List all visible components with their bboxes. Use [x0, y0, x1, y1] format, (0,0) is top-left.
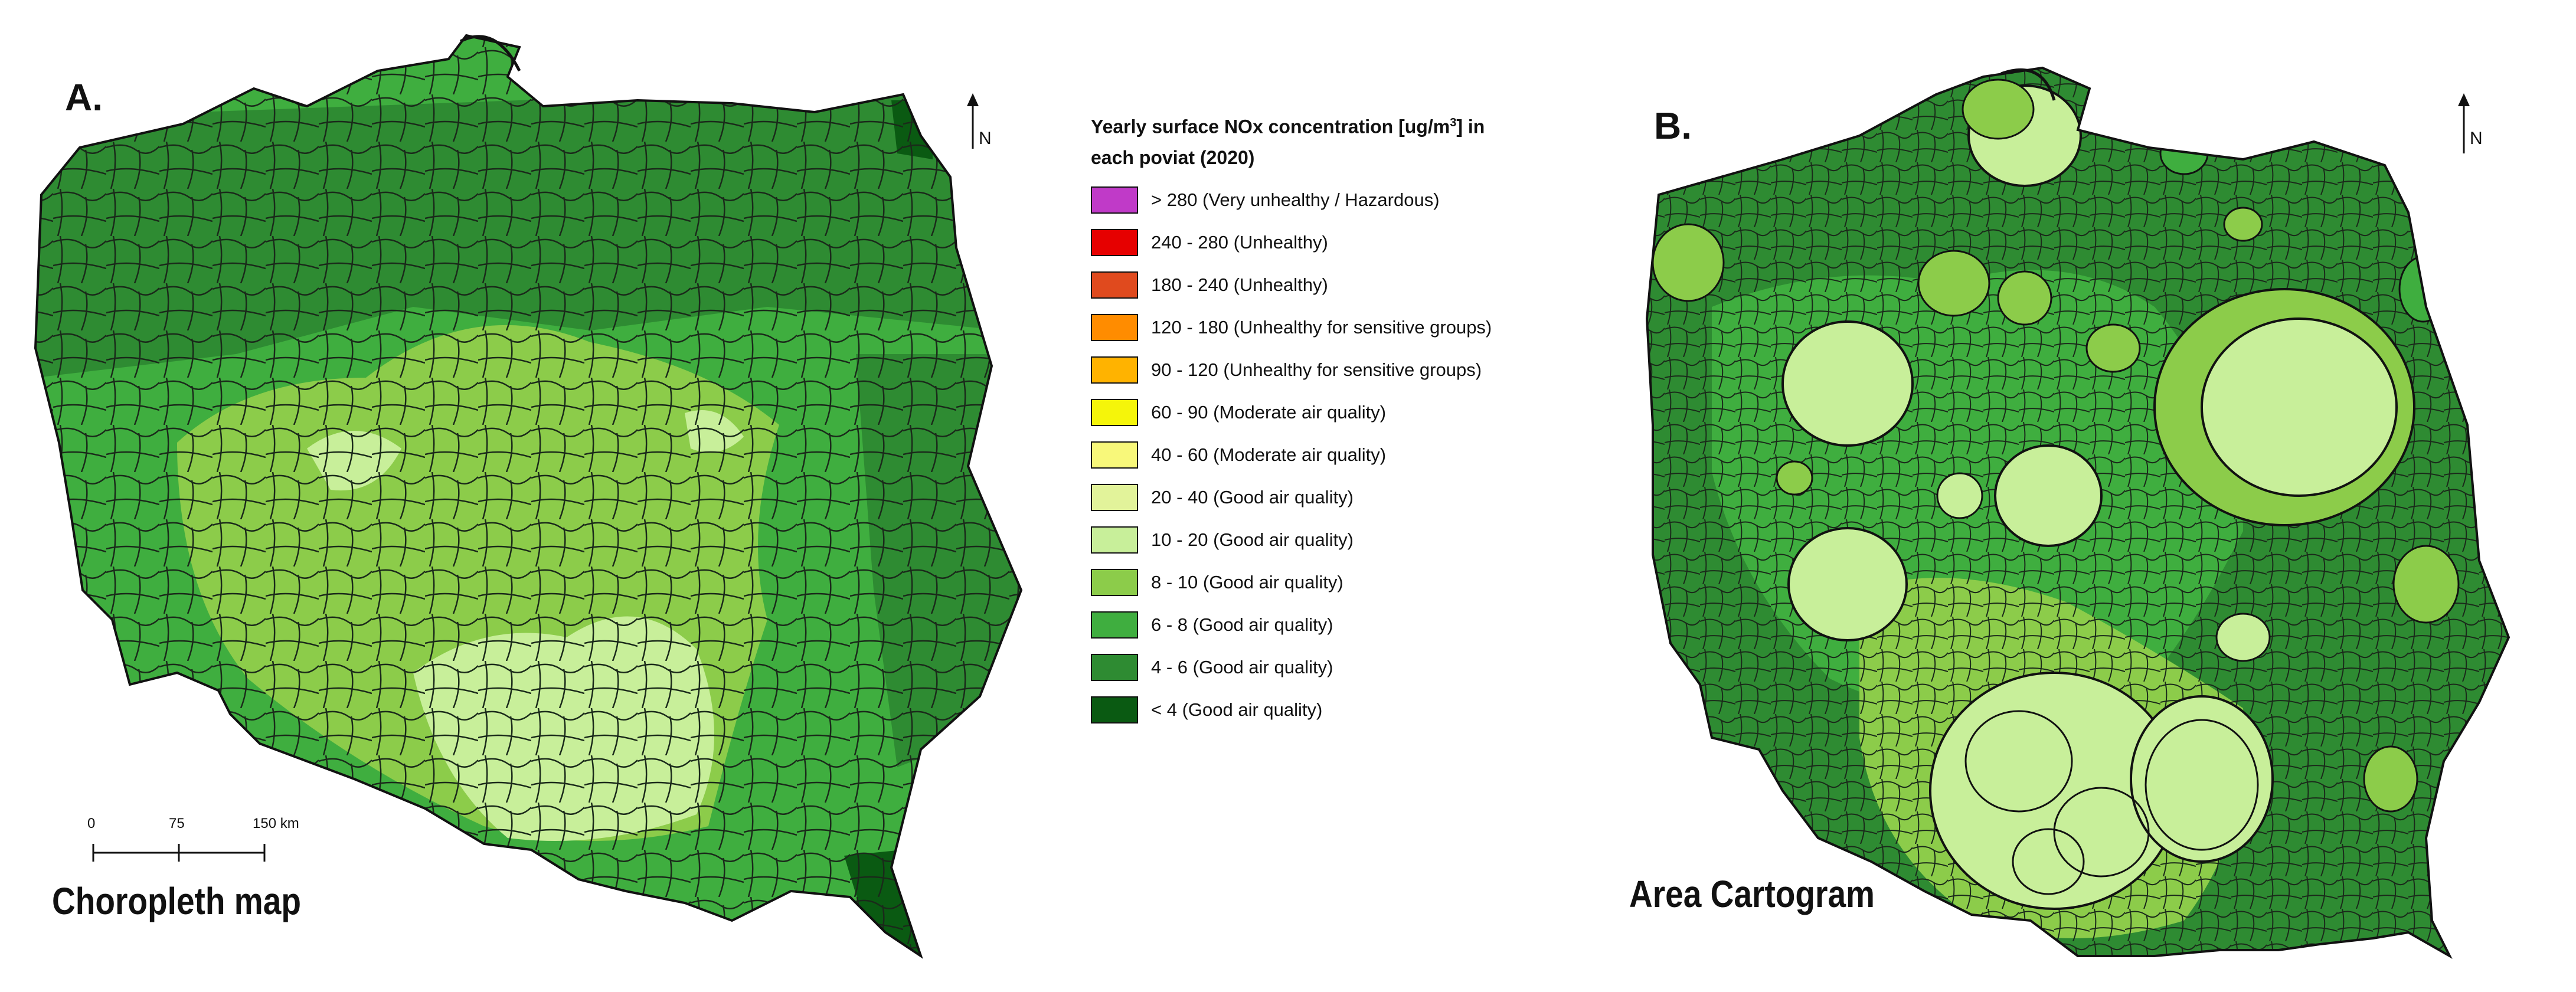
- legend: Yearly surface NOx concentration [ug/m3]…: [1091, 107, 1539, 731]
- legend-swatch: [1091, 568, 1138, 596]
- legend-label: 10 - 20 (Good air quality): [1151, 529, 1354, 550]
- legend-label: 90 - 120 (Unhealthy for sensitive groups…: [1151, 359, 1482, 380]
- legend-item: 40 - 60 (Moderate air quality): [1091, 434, 1539, 476]
- scale-label-150: 150 km: [253, 816, 299, 831]
- scale-label-0: 0: [87, 816, 96, 831]
- legend-item: 60 - 90 (Moderate air quality): [1091, 391, 1539, 434]
- legend-swatch: [1091, 313, 1138, 341]
- legend-swatch: [1091, 271, 1138, 299]
- legend-label: > 280 (Very unhealthy / Hazardous): [1151, 189, 1440, 210]
- legend-swatch: [1091, 696, 1138, 723]
- legend-item: 20 - 40 (Good air quality): [1091, 476, 1539, 519]
- legend-label: 4 - 6 (Good air quality): [1151, 656, 1333, 677]
- legend-item: 4 - 6 (Good air quality): [1091, 646, 1539, 689]
- legend-label: 20 - 40 (Good air quality): [1151, 486, 1354, 508]
- legend-swatch: [1091, 441, 1138, 469]
- legend-swatch: [1091, 356, 1138, 384]
- legend-label: < 4 (Good air quality): [1151, 699, 1323, 720]
- north-label-a: N: [979, 129, 992, 148]
- scale-bar: [92, 844, 266, 862]
- panel-b-letter: B.: [1654, 104, 1692, 147]
- legend-title: Yearly surface NOx concentration [ug/m3]…: [1091, 116, 1485, 168]
- legend-item: 90 - 120 (Unhealthy for sensitive groups…: [1091, 349, 1539, 391]
- choropleth-map: [34, 34, 1023, 959]
- panel-a-letter: A.: [65, 76, 103, 119]
- legend-swatch: [1091, 483, 1138, 511]
- legend-item: < 4 (Good air quality): [1091, 689, 1539, 731]
- legend-swatch: [1091, 526, 1138, 554]
- legend-label: 8 - 10 (Good air quality): [1151, 571, 1343, 592]
- legend-swatch: [1091, 653, 1138, 681]
- legend-label: 120 - 180 (Unhealthy for sensitive group…: [1151, 316, 1492, 338]
- legend-item: 6 - 8 (Good air quality): [1091, 604, 1539, 646]
- legend-item: 180 - 240 (Unhealthy): [1091, 264, 1539, 306]
- north-arrow-icon: [967, 93, 979, 149]
- legend-item: 240 - 280 (Unhealthy): [1091, 221, 1539, 264]
- legend-swatch: [1091, 228, 1138, 256]
- legend-label: 40 - 60 (Moderate air quality): [1151, 444, 1387, 465]
- legend-swatch: [1091, 611, 1138, 639]
- legend-label: 180 - 240 (Unhealthy): [1151, 274, 1328, 295]
- north-arrow-icon: [2458, 93, 2470, 153]
- panel-a-title: Choropleth map: [52, 880, 301, 922]
- legend-label: 60 - 90 (Moderate air quality): [1151, 401, 1387, 423]
- legend-swatch: [1091, 398, 1138, 426]
- north-label-b: N: [2470, 129, 2483, 148]
- legend-item: 8 - 10 (Good air quality): [1091, 561, 1539, 604]
- area-cartogram: [1645, 66, 2510, 960]
- legend-item: > 280 (Very unhealthy / Hazardous): [1091, 179, 1539, 221]
- legend-item: 120 - 180 (Unhealthy for sensitive group…: [1091, 306, 1539, 349]
- panel-b-title: Area Cartogram: [1629, 873, 1875, 915]
- legend-label: 240 - 280 (Unhealthy): [1151, 231, 1328, 253]
- legend-swatch: [1091, 186, 1138, 214]
- legend-label: 6 - 8 (Good air quality): [1151, 614, 1333, 635]
- scale-label-75: 75: [169, 816, 185, 831]
- legend-item: 10 - 20 (Good air quality): [1091, 519, 1539, 561]
